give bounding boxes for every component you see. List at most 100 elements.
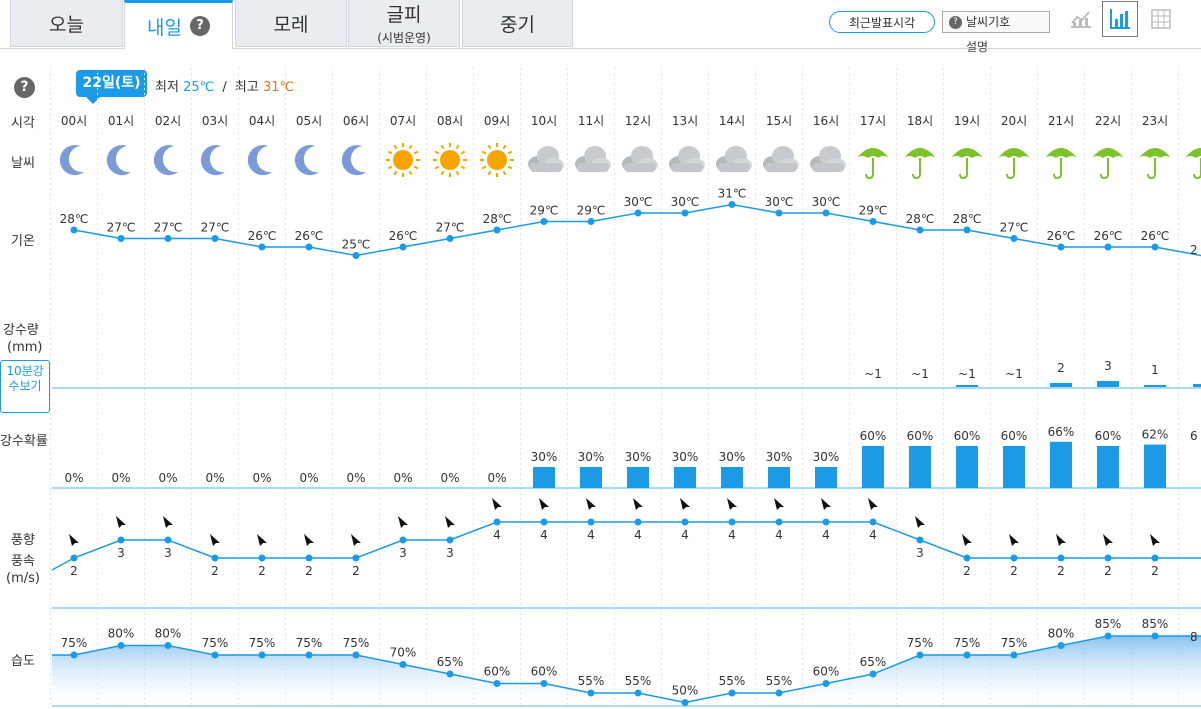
wind-speed-point bbox=[1057, 554, 1065, 562]
temperature-label: 29℃ bbox=[530, 204, 559, 218]
wind-direction-arrow-icon bbox=[774, 498, 784, 510]
wind-speed-point bbox=[352, 554, 360, 562]
hour-label: 07시 bbox=[390, 114, 416, 128]
weather-symbol-button[interactable]: ? 날씨기호 bbox=[942, 11, 1050, 33]
tab-today[interactable]: 오늘 bbox=[10, 0, 123, 47]
row-label-rain-amount: 강수량 bbox=[3, 323, 39, 338]
temperature-label: 26℃ bbox=[1141, 229, 1170, 243]
tab-sublabel: (시범운영) bbox=[377, 31, 431, 45]
wind-direction-arrow-icon bbox=[727, 498, 737, 510]
sun-ray bbox=[434, 150, 440, 155]
umbrella-icon bbox=[1092, 148, 1124, 180]
tab-day-after-tomorrow[interactable]: 모레 bbox=[235, 0, 347, 47]
rain-10min-button[interactable]: 10분강수보기 bbox=[0, 360, 50, 413]
temperature-label: 27℃ bbox=[1000, 221, 1029, 235]
humidity-label: 60% bbox=[484, 665, 511, 679]
wind-speed-label: 4 bbox=[540, 528, 548, 542]
tab-three-days[interactable]: 글피 (시범운영) bbox=[348, 0, 460, 47]
temperature-point bbox=[493, 226, 501, 234]
wind-direction-arrow-icon bbox=[116, 516, 126, 528]
sun-ray bbox=[455, 170, 460, 176]
wind-speed-point bbox=[963, 554, 971, 562]
sun-ray bbox=[387, 165, 393, 170]
rain-probability-label: 60% bbox=[907, 429, 934, 443]
humidity-label: 80% bbox=[155, 627, 182, 641]
umbrella-handle bbox=[912, 158, 921, 180]
cloud-part bbox=[718, 163, 750, 172]
row-label-temperature: 기온 bbox=[11, 234, 35, 249]
humidity-label: 75% bbox=[954, 636, 981, 650]
humidity-point bbox=[70, 651, 78, 659]
table-view-button[interactable] bbox=[1143, 1, 1179, 37]
hour-label: 01시 bbox=[108, 114, 134, 128]
cloudy-icon bbox=[575, 146, 611, 172]
temperature-point bbox=[587, 218, 595, 225]
wind-speed-label: 2 bbox=[258, 564, 266, 578]
moon-icon bbox=[59, 145, 84, 176]
wind-speed-point bbox=[822, 518, 830, 526]
sun-core bbox=[393, 150, 413, 170]
hour-label: 04시 bbox=[249, 114, 275, 128]
humidity-label: 65% bbox=[437, 655, 464, 669]
umbrella-icon bbox=[904, 148, 936, 180]
rain-probability-label: 66% bbox=[1048, 425, 1075, 439]
wind-speed-point bbox=[775, 518, 783, 526]
rain-probability-bar bbox=[721, 467, 743, 488]
wind-speed-label: 3 bbox=[399, 546, 407, 560]
rain-probability-label: 30% bbox=[672, 450, 699, 464]
wind-direction-arrow-icon bbox=[633, 498, 643, 510]
tab-midterm[interactable]: 중기 bbox=[462, 0, 573, 47]
humidity-label: 75% bbox=[296, 636, 323, 650]
temperature-point bbox=[634, 209, 642, 217]
hour-label: 14시 bbox=[719, 114, 745, 128]
row-label-rain-probability: 강수확률 bbox=[0, 434, 48, 449]
row-label-humidity: 습도 bbox=[11, 654, 35, 669]
umbrella-canopy bbox=[904, 148, 936, 158]
humidity-point bbox=[1151, 632, 1159, 640]
rain-probability-label: 0% bbox=[346, 471, 365, 485]
row-label-wind-speed: 풍속 bbox=[11, 554, 35, 569]
recent-announcement-button[interactable]: 최근발표시각 bbox=[829, 11, 935, 33]
temperature-label: 26℃ bbox=[1047, 229, 1076, 243]
wind-speed-label: 2 bbox=[1104, 564, 1112, 578]
umbrella-handle bbox=[959, 158, 968, 180]
hour-label: 03시 bbox=[202, 114, 228, 128]
sun-ray bbox=[502, 170, 507, 176]
sun-ray bbox=[460, 165, 466, 170]
sun-ray bbox=[413, 165, 419, 170]
rain-probability-bar bbox=[1050, 441, 1072, 488]
umbrella-handle bbox=[1006, 158, 1015, 180]
help-icon[interactable]: ? bbox=[189, 16, 210, 36]
tab-tomorrow[interactable]: 내일 ? bbox=[124, 0, 233, 49]
humidity-point bbox=[446, 670, 454, 678]
temperature-point bbox=[70, 226, 78, 234]
humidity-point bbox=[305, 651, 313, 659]
line-graph-view-button[interactable] bbox=[1063, 1, 1099, 37]
moon-shape bbox=[341, 145, 366, 176]
wind-direction-arrow-icon bbox=[1150, 534, 1160, 546]
sun-ray bbox=[481, 150, 487, 155]
sun-ray bbox=[413, 150, 419, 155]
row-label-wind-direction: 풍향 bbox=[11, 533, 35, 548]
hour-label: 13시 bbox=[672, 114, 698, 128]
wind-speed-label: 2 bbox=[211, 564, 219, 578]
temperature-label: 26℃ bbox=[389, 229, 418, 243]
sun-ray bbox=[408, 170, 413, 176]
bar-graph-view-button[interactable] bbox=[1102, 1, 1138, 37]
help-icon[interactable]: ? bbox=[14, 77, 35, 98]
humidity-label: 8 bbox=[1190, 630, 1198, 644]
table-grid-icon bbox=[1151, 9, 1171, 29]
humidity-label: 75% bbox=[249, 636, 276, 650]
cloud-part bbox=[671, 163, 703, 172]
sun-core bbox=[487, 150, 507, 170]
sun-ray bbox=[487, 170, 492, 176]
temperature-point bbox=[164, 235, 172, 242]
temperature-point bbox=[1151, 243, 1159, 251]
cloud-part bbox=[530, 163, 562, 172]
rain-probability-bar bbox=[1097, 446, 1119, 488]
rain-probability-label: 60% bbox=[1001, 429, 1028, 443]
humidity-label: 80% bbox=[108, 627, 135, 641]
cloudy-icon bbox=[716, 146, 752, 172]
rain-amount-label: ~1 bbox=[864, 367, 882, 381]
rain-probability-bar bbox=[768, 467, 790, 488]
